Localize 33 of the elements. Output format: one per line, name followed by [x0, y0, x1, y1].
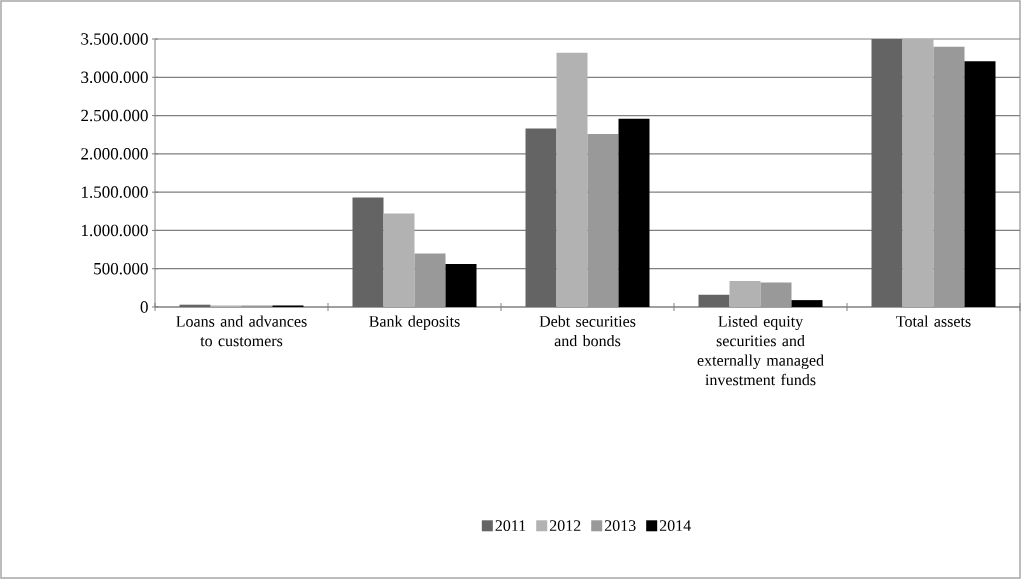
bar	[871, 39, 903, 307]
x-tick-label: Total assets	[896, 315, 971, 327]
y-tick-label: 2.000.000	[81, 148, 148, 160]
bar	[525, 128, 557, 307]
legend-label: 2013	[604, 520, 636, 532]
legend-label: 2012	[549, 520, 581, 532]
bar	[445, 264, 477, 307]
y-tick-label: 500.000	[94, 262, 148, 275]
bar	[414, 253, 446, 307]
bar	[902, 39, 934, 307]
x-tick-label: Bank deposits	[369, 315, 460, 331]
bar	[618, 118, 650, 307]
y-tick-label: 0	[140, 301, 148, 313]
bar	[587, 133, 619, 307]
bar	[383, 213, 415, 307]
x-tick-label: Loans and advances to customers	[176, 315, 307, 347]
bar	[698, 294, 730, 307]
bar	[964, 61, 996, 307]
x-tick-label: Debt securities and bonds	[539, 315, 636, 347]
bar	[729, 280, 761, 307]
bar	[352, 197, 384, 307]
bar	[933, 46, 965, 307]
bar	[760, 282, 792, 307]
y-tick-label: 3.000.000	[81, 71, 148, 84]
x-tick-label: Listed equity securities and externally managed investment funds	[697, 315, 824, 386]
legend-label: 2014	[659, 520, 691, 532]
y-tick-label: 1.000.000	[81, 224, 148, 237]
y-tick-label: 1.500.000	[81, 186, 148, 198]
bar	[791, 300, 823, 307]
y-tick-label: 2.500.000	[81, 109, 148, 122]
legend-label: 2011	[495, 520, 526, 532]
y-tick-label: 3.500.000	[81, 33, 148, 45]
bar	[556, 52, 588, 307]
